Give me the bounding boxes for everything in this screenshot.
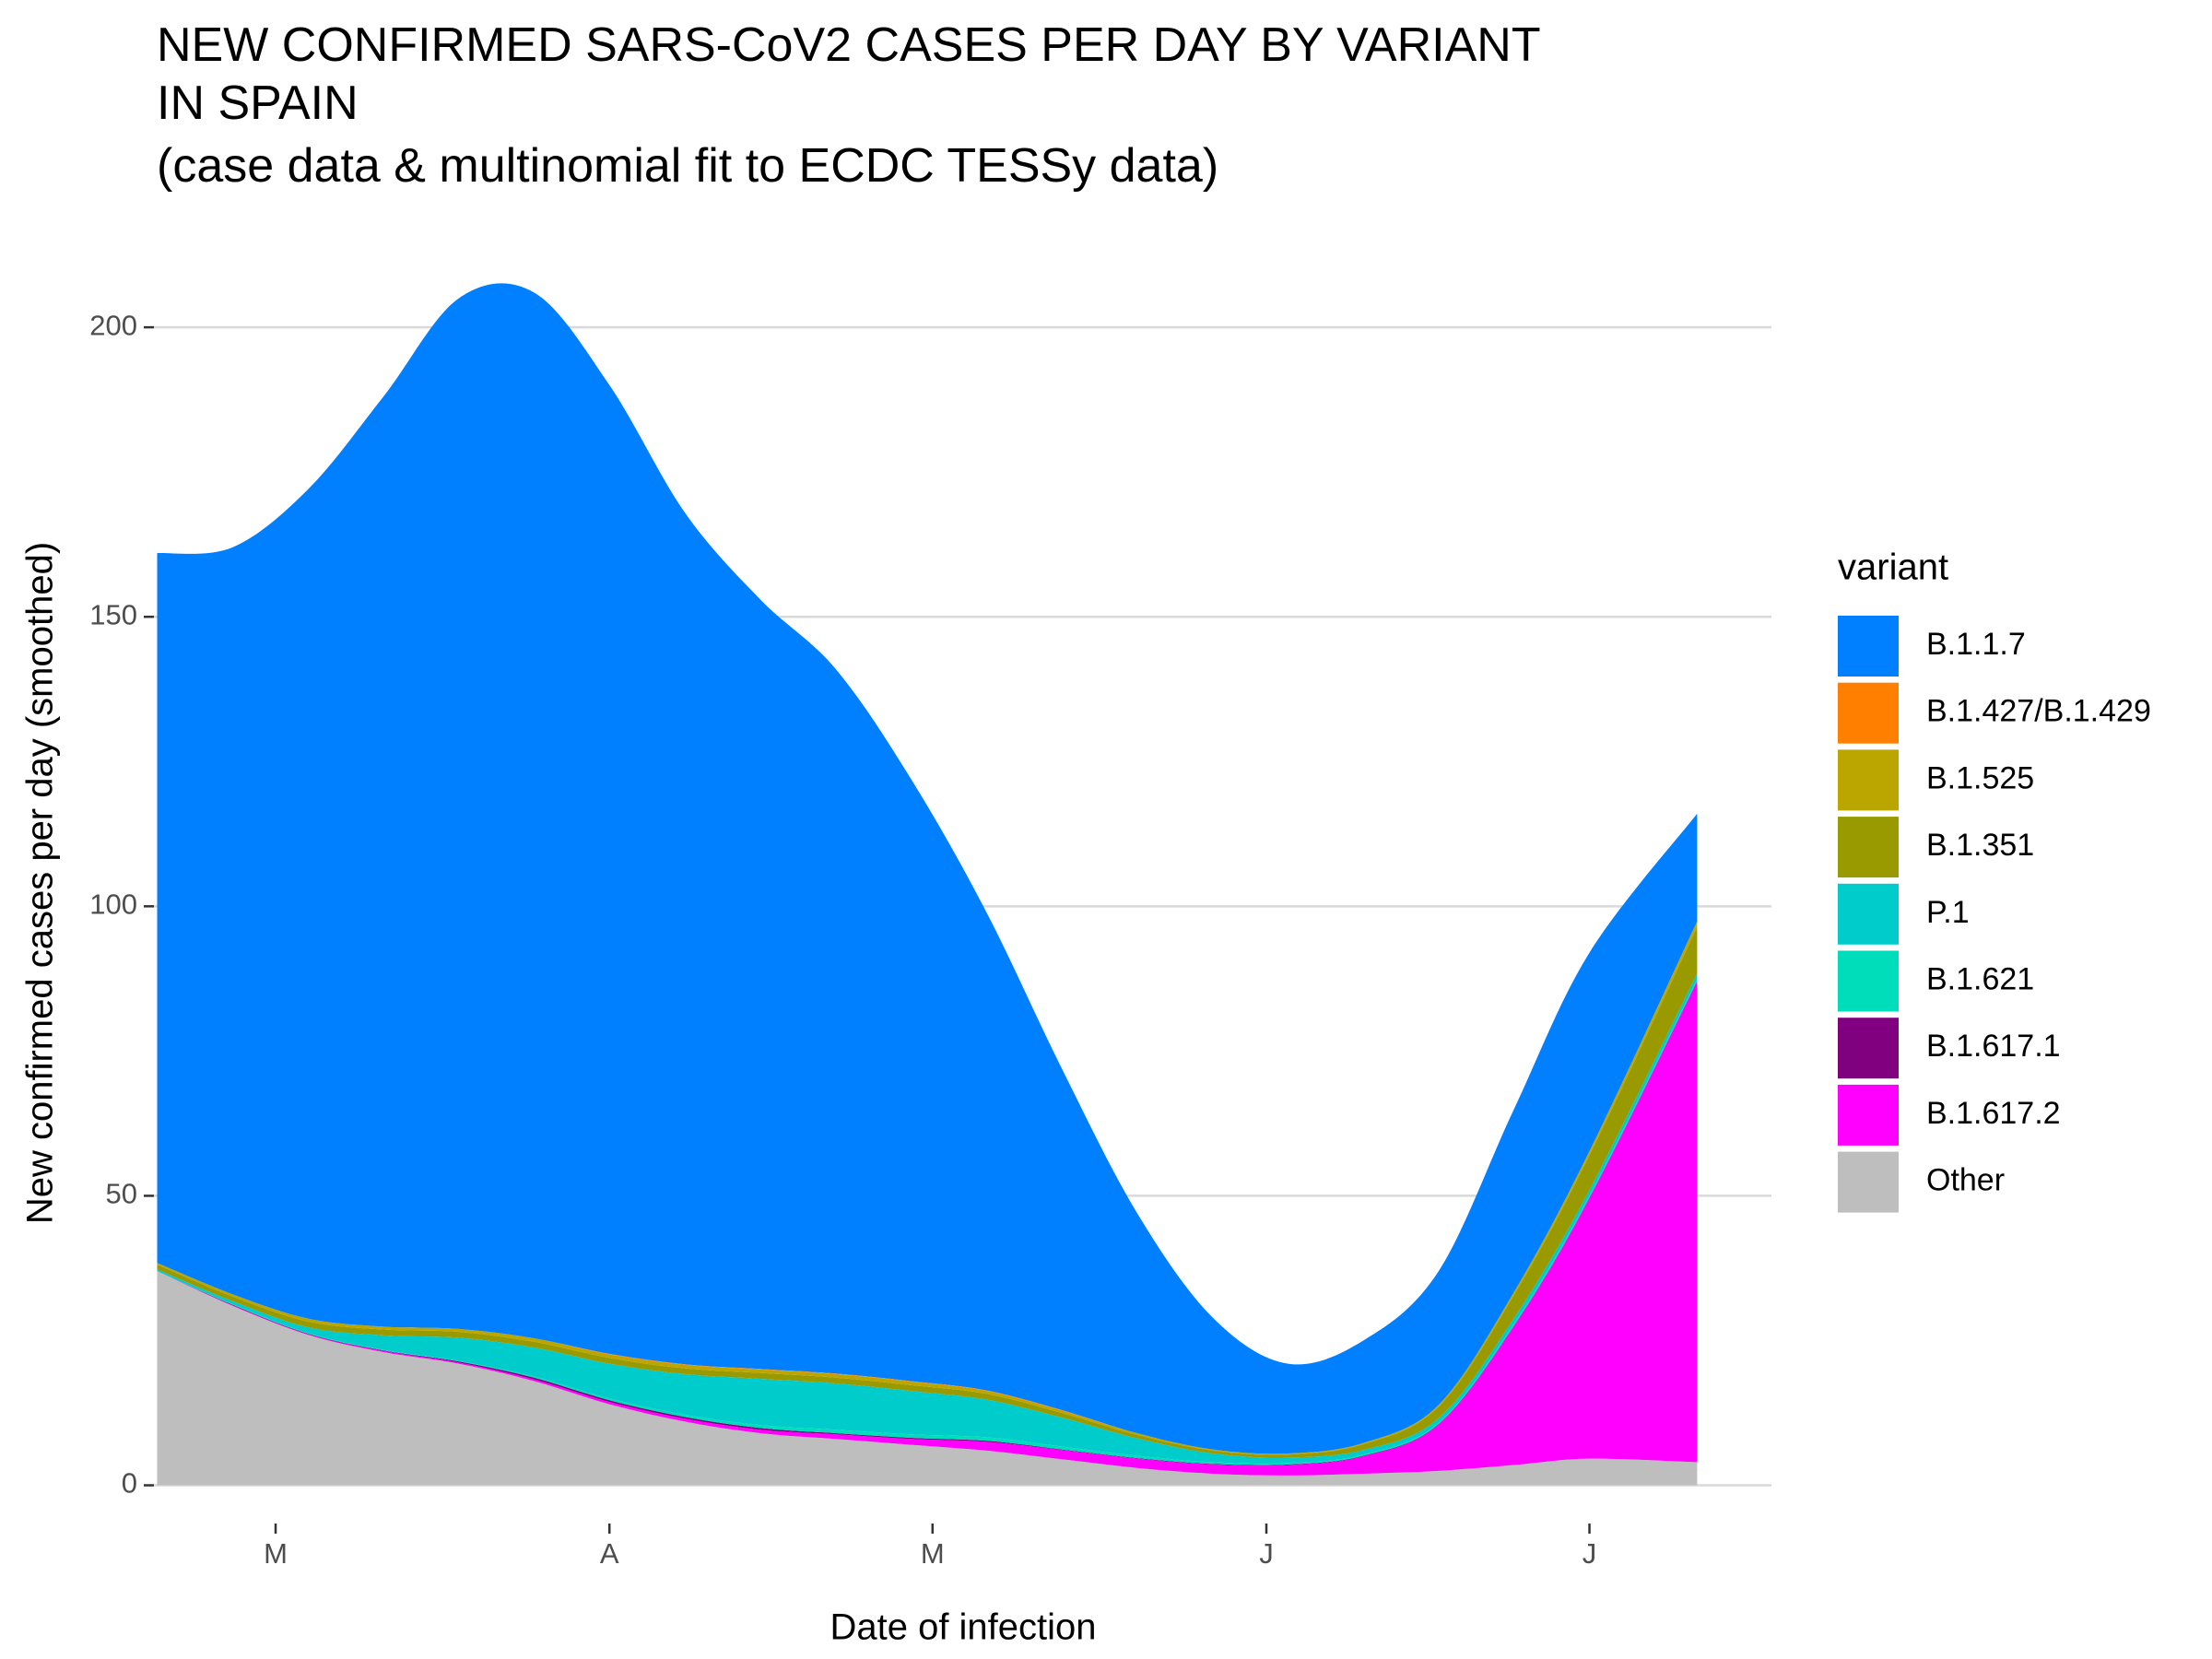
legend-label: P.1 [1926,895,1970,930]
chart-title: NEW CONFIRMED SARS-CoV2 CASES PER DAY BY… [157,18,1541,72]
legend-label: B.1.1.7 [1926,627,2026,662]
chart-title: IN SPAIN [157,76,359,130]
legend-swatch [1838,749,1899,811]
legend-label: B.1.617.1 [1926,1029,2061,1064]
legend-label: B.1.427/B.1.429 [1926,694,2151,729]
x-tick-label: M [921,1537,945,1570]
legend: variant B.1.1.7 B.1.427/B.1.429 B.1.525 B.1.… [1838,547,2151,1213]
legend-label: B.1.525 [1926,760,2034,795]
legend-label: B.1.621 [1926,961,2034,996]
y-tick-label: 100 [89,888,137,921]
legend-swatch [1838,682,1899,744]
legend-title: variant [1838,547,1948,588]
y-tick-label: 200 [89,309,137,341]
x-tick-label: J [1259,1537,1274,1570]
x-tick-label: J [1583,1537,1597,1570]
area [157,981,1698,1476]
axes: 0 50 100 150 200 M A M J J [89,309,1596,1570]
y-axis-title: New confirmed cases per day (smoothed) [20,542,61,1224]
legend-label: B.1.617.2 [1926,1096,2061,1131]
legend-swatch [1838,1084,1899,1146]
y-tick-label: 0 [122,1467,137,1500]
x-tick-label: M [264,1537,288,1570]
legend-swatch [1838,1018,1899,1079]
chart-subtitle: (case data & multinomial fit to ECDC TES… [157,139,1218,193]
x-tick-label: A [600,1537,619,1570]
plot-area [157,283,1698,1486]
y-tick-label: 150 [89,598,137,630]
legend-label: B.1.351 [1926,828,2034,863]
y-tick-label: 50 [106,1178,137,1210]
x-axis-title: Date of infection [830,1607,1096,1648]
legend-swatch [1838,616,1899,677]
legend-swatch [1838,1151,1899,1213]
legend-swatch [1838,883,1899,945]
area [157,1271,1698,1486]
legend-swatch [1838,950,1899,1012]
area [157,283,1698,1454]
legend-swatch [1838,817,1899,878]
legend-label: Other [1926,1163,2005,1198]
